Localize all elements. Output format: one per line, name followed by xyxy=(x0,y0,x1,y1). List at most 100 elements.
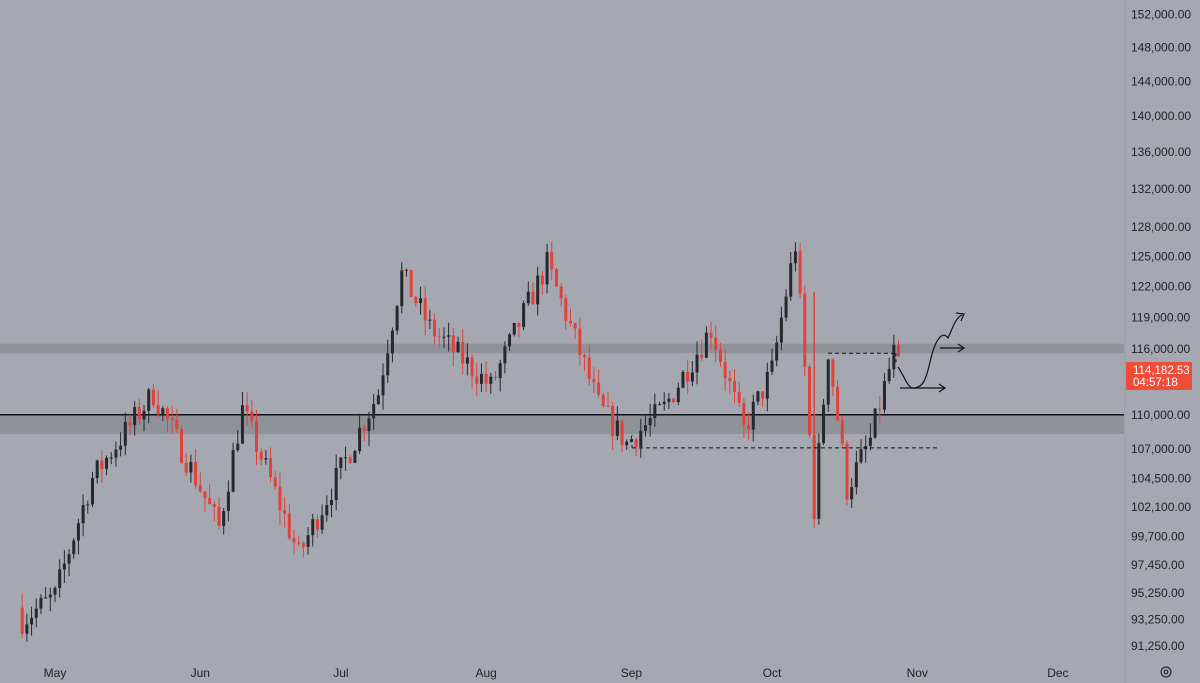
candle-body xyxy=(653,404,657,419)
candle-body xyxy=(465,357,469,364)
candle xyxy=(550,241,554,281)
candle-body xyxy=(887,369,891,382)
candle xyxy=(873,408,877,440)
candle xyxy=(217,496,221,531)
candle xyxy=(240,391,244,445)
candle-body xyxy=(189,461,193,473)
candle-body xyxy=(198,485,202,492)
candle-body xyxy=(287,513,291,539)
candle-body xyxy=(419,298,423,304)
candle-body xyxy=(451,335,455,352)
gear-icon[interactable] xyxy=(1160,666,1172,678)
candle xyxy=(86,500,90,514)
candle xyxy=(878,395,882,424)
arrow-head-up xyxy=(955,312,965,322)
candle-body xyxy=(423,298,427,321)
candle xyxy=(526,281,530,306)
price-axis[interactable]: 152,000.00 148,000.00 144,000.00 140,000.00… xyxy=(1124,0,1191,683)
candle xyxy=(498,359,502,392)
candle-body xyxy=(297,542,301,544)
candle-body xyxy=(236,443,240,451)
candle xyxy=(456,336,460,354)
time-axis[interactable]: May Jun Jul Aug Sep Oct Nov Dec xyxy=(44,666,1069,680)
settings-gear[interactable] xyxy=(1160,666,1172,678)
candle xyxy=(489,372,493,395)
candle xyxy=(854,450,858,495)
y-tick-label: 136,000.00 xyxy=(1131,145,1191,159)
candles-layer xyxy=(20,241,901,642)
candle-body xyxy=(170,418,174,421)
candle xyxy=(461,328,465,375)
candle-body xyxy=(704,332,708,358)
candle xyxy=(447,322,451,352)
annotations-layer xyxy=(631,312,966,449)
candle xyxy=(737,381,741,408)
candle-body xyxy=(690,372,694,382)
candle xyxy=(475,362,479,396)
x-tick-label: Aug xyxy=(475,666,496,680)
candle-body xyxy=(723,362,727,379)
y-tick-label: 97,450.00 xyxy=(1131,558,1185,572)
candle xyxy=(817,433,821,525)
candle-body xyxy=(292,538,296,543)
candle-body xyxy=(334,467,338,501)
candle xyxy=(381,363,385,410)
candle xyxy=(897,340,901,357)
candle xyxy=(779,306,783,351)
candle-body xyxy=(212,504,216,507)
candle-body xyxy=(639,430,643,447)
candle xyxy=(522,300,526,331)
candle xyxy=(114,441,118,467)
candle xyxy=(667,392,671,410)
y-tick-label: 91,250.00 xyxy=(1131,639,1185,653)
candle xyxy=(48,587,52,612)
candle xyxy=(67,549,71,577)
candle xyxy=(119,432,123,457)
candle xyxy=(597,369,601,398)
candle-body xyxy=(629,439,633,442)
y-tick-label: 119,000.00 xyxy=(1131,310,1190,324)
candle-body xyxy=(503,346,507,364)
candle xyxy=(831,358,835,397)
candle-body xyxy=(751,401,755,430)
candle-body xyxy=(203,491,207,499)
candle-body xyxy=(20,607,24,634)
candle xyxy=(765,362,769,412)
candle xyxy=(882,372,886,414)
candle xyxy=(789,251,793,302)
candle xyxy=(747,412,751,440)
y-tick-label: 107,000.00 xyxy=(1131,442,1191,456)
candle xyxy=(611,402,615,451)
candle xyxy=(601,392,605,408)
gear-icon-center xyxy=(1163,669,1169,675)
y-tick-label: 102,100.00 xyxy=(1131,500,1191,514)
candle-body xyxy=(404,269,408,271)
candle xyxy=(39,594,43,615)
candle-body xyxy=(606,405,610,407)
candle xyxy=(325,495,329,522)
candle-body xyxy=(48,594,52,598)
candle xyxy=(606,391,610,407)
candle xyxy=(728,370,732,395)
candle-body xyxy=(301,543,305,547)
candle xyxy=(686,359,690,395)
candle xyxy=(845,440,849,506)
candle-body xyxy=(658,404,662,406)
candle xyxy=(376,389,380,405)
candle-body xyxy=(568,320,572,324)
candle xyxy=(465,343,469,376)
candle xyxy=(508,332,512,351)
candle-body xyxy=(761,391,765,399)
candle-body xyxy=(789,263,793,297)
candle xyxy=(222,507,226,535)
candle xyxy=(658,401,662,406)
candle-body xyxy=(273,477,277,487)
candle-body xyxy=(494,376,498,379)
candle xyxy=(770,348,774,375)
candle-body xyxy=(489,376,493,384)
candle-body xyxy=(175,420,179,429)
candle xyxy=(250,400,254,428)
candle xyxy=(189,454,193,483)
y-tick-label: 95,250.00 xyxy=(1131,586,1185,600)
